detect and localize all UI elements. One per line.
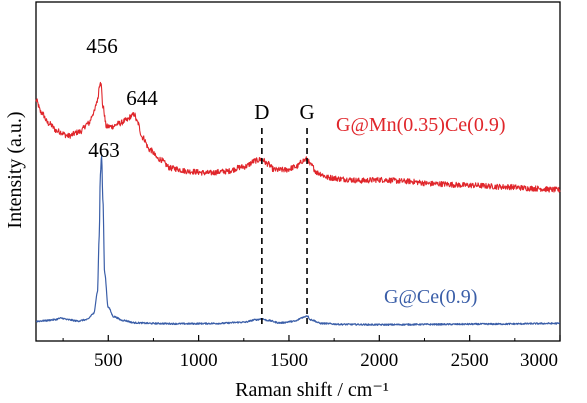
- series-line-g-mn-ce: [35, 81, 561, 193]
- y-axis-title: Intensity (a.u.): [4, 111, 26, 228]
- peak-label-644: 644: [126, 86, 158, 110]
- series-layer: [35, 81, 561, 326]
- x-axis-ticks: 500 1000 1500 2000 2500 3000: [62, 335, 561, 371]
- peak-label-463: 463: [88, 138, 120, 162]
- legend-label-g-mn-ce: G@Mn(0.35)Ce(0.9): [336, 114, 506, 136]
- peak-label-456: 456: [86, 34, 118, 58]
- x-tick-label: 2500: [451, 350, 489, 371]
- series-line-g-ce: [35, 155, 561, 326]
- reference-line-label-d: D: [254, 100, 269, 124]
- plot-frame: [35, 1, 561, 342]
- reference-line-label-g: G: [299, 100, 314, 124]
- x-tick-label: 1000: [180, 350, 218, 371]
- x-tick-label: 1500: [270, 350, 308, 371]
- x-tick-label: 500: [94, 350, 123, 371]
- x-axis-title: Raman shift / cm⁻¹: [235, 379, 389, 401]
- x-tick-label: 3000: [520, 350, 558, 371]
- x-tick-label: 2000: [360, 350, 398, 371]
- legend-label-g-ce: G@Ce(0.9): [384, 286, 477, 308]
